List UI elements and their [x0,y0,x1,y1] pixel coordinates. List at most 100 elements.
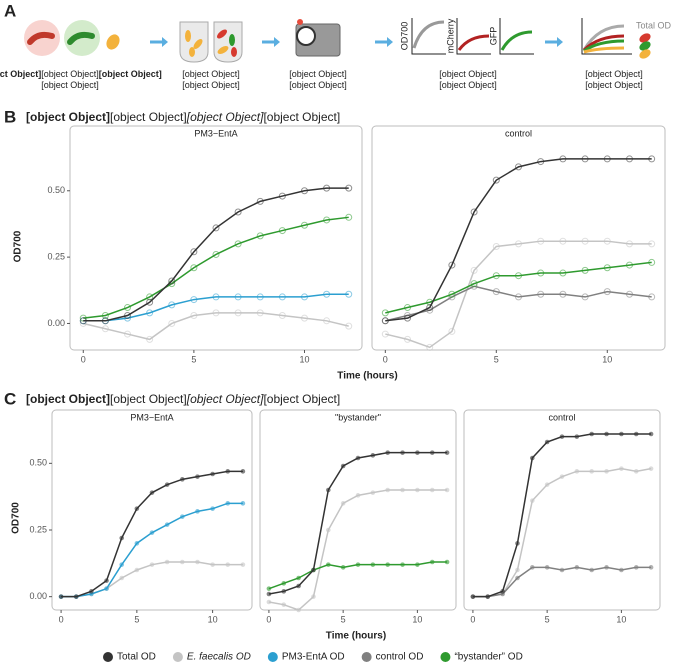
series-line [83,187,349,322]
legend-key [361,652,372,662]
facet-frame [69,125,363,351]
series-line [385,261,652,314]
data-point [234,240,242,248]
text-segment: [object Object] [99,69,162,79]
rich-text: [object Object] [439,69,497,79]
mini-plot-label: Total OD [636,20,672,30]
text-segment: [object Object] [26,392,110,406]
mini-plot-label: OD700 [399,22,409,51]
text-segment: [object Object] [186,110,264,124]
data-point [168,277,176,285]
y-tick-label: 0.25 [47,251,65,261]
rich-text: [object Object] [289,80,347,90]
text-segment: [object Object] [263,392,340,406]
rich-text: [object Object] [182,80,240,90]
rich-text: [object Object] [182,69,240,79]
facet-title: control [548,412,575,422]
data-point [492,176,500,184]
text-segment: [object Object] [439,69,497,79]
legend-label: “bystander” OD [454,652,522,663]
rich-text: [object Object] [585,80,643,90]
data-point [146,298,154,306]
data-point [426,304,434,312]
facet-title: control [505,128,532,138]
text-segment: [object Object] [289,80,347,90]
data-point [212,224,220,232]
text-segment: [object Object] [289,69,347,79]
x-axis-label: Time (hours) [326,631,386,642]
facet-frame [371,125,666,351]
series-line [268,561,448,590]
legend-label: control OD [376,652,424,663]
data-point [448,261,456,269]
y-tick-label: 0.25 [29,524,47,534]
data-point [470,208,478,216]
mini-plot-label: GFP [488,27,498,46]
series-line [385,158,652,322]
facet-frame [463,409,661,611]
legend-key [103,652,113,662]
text-segment: [object Object] [182,80,240,90]
facet-frame [259,409,457,611]
x-tick-label: 0 [81,354,86,364]
y-tick-label: 0.00 [29,591,47,601]
text-segment: [object Object] [0,69,41,79]
x-tick-label: 10 [412,614,422,624]
x-tick-label: 0 [383,354,388,364]
series-line [268,489,448,611]
series-line [83,216,349,319]
x-tick-label: 10 [208,614,218,624]
y-tick-label: 0.50 [29,458,47,468]
series-line [472,566,652,598]
series-line [268,451,448,595]
legend-key [267,652,278,662]
data-point [168,319,176,327]
mini-plot-label: mCherry [445,18,455,53]
panel-label: B [4,107,16,126]
series-line [385,240,652,349]
text-segment: [object Object] [110,392,187,406]
x-tick-label: 5 [191,354,196,364]
series-line [61,502,243,598]
data-point [234,208,242,216]
data-point [444,559,450,565]
legend-key [440,652,451,662]
x-tick-label: 0 [470,614,475,624]
x-tick-label: 5 [341,614,346,624]
text-segment: [object Object] [585,80,643,90]
panel-label: A [4,1,16,20]
y-axis-label: OD700 [11,502,22,534]
schematic-icons [24,18,651,63]
series-line [83,312,349,341]
legend-key [172,652,183,662]
series-line [61,470,243,598]
rich-text: [object Object][object Object][object Ob… [26,110,340,124]
data-point [212,250,220,258]
x-tick-label: 10 [602,354,612,364]
text-segment: [object Object] [41,80,99,90]
rich-text: [object Object] [41,80,99,90]
facet-title: "bystander" [335,412,381,422]
rich-text: [object Object] [585,69,643,79]
x-axis-label: Time (hours) [337,371,397,382]
y-tick-label: 0.50 [47,185,65,195]
x-tick-label: 10 [299,354,309,364]
legend-label: PM3-EntA OD [282,652,345,663]
x-tick-label: 0 [59,614,64,624]
data-point [444,450,450,455]
rich-text: [object Object][object Object][object Ob… [0,69,162,79]
text-segment: [object Object] [186,392,264,406]
text-segment: [object Object] [26,110,110,124]
x-tick-label: 5 [494,354,499,364]
text-segment: [object Object] [110,110,187,124]
data-point [190,248,198,256]
data-point [444,487,450,493]
facet-title: PM3−EntA [130,412,173,422]
series-line [472,433,652,598]
facet-frame [51,409,253,611]
data-point [426,343,434,351]
rich-text: [object Object] [439,80,497,90]
y-tick-label: 0.00 [47,318,65,328]
data-point [448,290,456,298]
